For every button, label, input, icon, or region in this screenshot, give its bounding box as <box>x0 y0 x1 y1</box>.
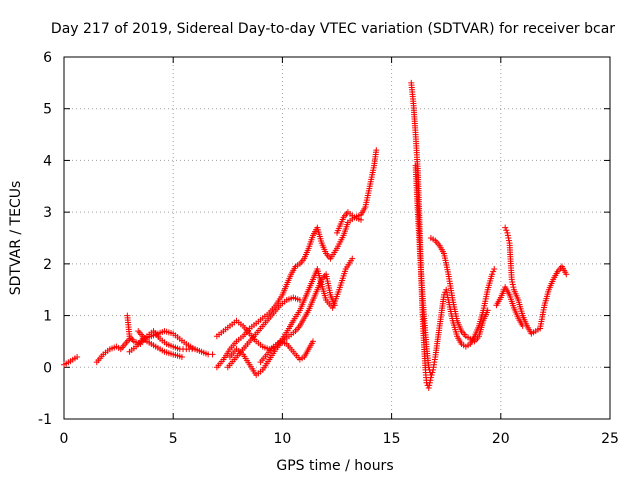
data-point <box>309 338 316 345</box>
data-point <box>504 232 511 239</box>
x-tick-label: 25 <box>601 431 619 447</box>
y-tick-label: 5 <box>43 102 52 118</box>
y-tick-label: 4 <box>43 153 52 169</box>
y-tick-label: 2 <box>43 257 52 273</box>
x-tick-label: 15 <box>383 431 401 447</box>
data-point <box>426 379 433 386</box>
data-point <box>74 353 81 360</box>
data-point <box>426 382 433 389</box>
x-axis-label: GPS time / hours <box>276 458 393 474</box>
data-point <box>505 237 512 244</box>
y-tick-label: 1 <box>43 309 52 325</box>
data-point <box>489 271 496 278</box>
data-point <box>503 227 510 234</box>
data-point <box>491 266 498 273</box>
data-point <box>358 216 365 223</box>
chart-title: Day 217 of 2019, Sidereal Day-to-day VTE… <box>51 21 615 37</box>
data-point <box>192 346 199 353</box>
data-points <box>61 79 570 391</box>
data-point <box>484 307 491 314</box>
data-point <box>331 302 338 309</box>
y-tick-label: 3 <box>43 205 52 221</box>
x-tick-label: 20 <box>492 431 510 447</box>
data-point <box>490 268 497 275</box>
data-point <box>296 297 303 304</box>
data-point <box>209 351 216 358</box>
data-point <box>505 235 512 241</box>
data-point <box>563 271 570 278</box>
data-point <box>510 284 517 291</box>
data-point <box>519 322 526 329</box>
data-point <box>443 289 450 296</box>
data-point <box>427 377 434 384</box>
data-point <box>349 255 356 262</box>
data-point <box>508 276 515 283</box>
data-point <box>509 281 516 288</box>
y-tick-label: 0 <box>43 360 52 376</box>
data-point <box>427 369 434 376</box>
data-point <box>425 384 432 391</box>
data-point <box>502 224 509 231</box>
grid-lines <box>64 57 610 419</box>
data-point <box>443 286 450 293</box>
y-tick-label: -1 <box>38 412 52 428</box>
data-point <box>373 147 380 154</box>
data-point <box>509 278 516 285</box>
data-point <box>504 229 511 236</box>
data-point <box>427 372 434 379</box>
y-axis-label: SDTVAR / TECUs <box>8 181 24 296</box>
plot-frame <box>63 56 611 420</box>
y-tick-label: 6 <box>43 50 52 66</box>
data-point <box>425 364 432 371</box>
x-tick-label: 0 <box>60 431 69 447</box>
data-point <box>426 366 433 373</box>
x-tick-label: 5 <box>169 431 178 447</box>
data-point <box>178 353 185 360</box>
axis-ticks: 0 5 10 15 20 25 -1 0 1 2 3 4 5 6 <box>38 50 619 447</box>
x-tick-label: 10 <box>273 431 291 447</box>
